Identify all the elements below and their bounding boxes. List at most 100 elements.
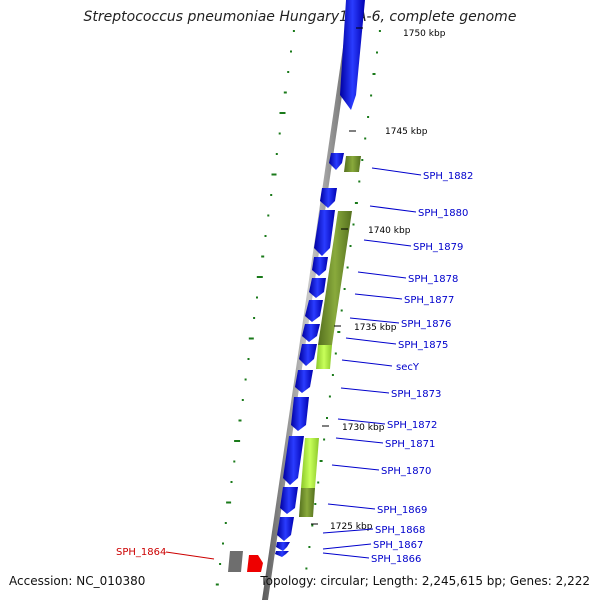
cds-arrow bbox=[305, 300, 323, 322]
accession-text: Accession: NC_010380 bbox=[9, 574, 146, 588]
cds-arrow bbox=[329, 153, 344, 170]
gene-label-sph-1880[interactable]: SPH_1880 bbox=[418, 208, 468, 219]
gc-dot bbox=[253, 317, 256, 319]
gc-dot bbox=[230, 481, 233, 483]
gene-label-sph-1873[interactable]: SPH_1873 bbox=[391, 389, 441, 400]
tick-label: 1735 kbp bbox=[354, 323, 397, 333]
gene-label-sph-1875[interactable]: SPH_1875 bbox=[398, 340, 448, 351]
gc-dot bbox=[317, 481, 320, 484]
label-leader-lines bbox=[165, 167, 422, 560]
gc-dot bbox=[378, 30, 381, 32]
gene-label-sph-1876[interactable]: SPH_1876 bbox=[401, 319, 451, 330]
cds-arrow bbox=[275, 551, 289, 557]
tick-label: 1730 kbp bbox=[342, 423, 385, 433]
gc-dot bbox=[326, 417, 328, 419]
tick-label: 1745 kbp bbox=[385, 127, 428, 137]
gc-dot bbox=[244, 378, 247, 381]
cds-arrow bbox=[314, 210, 335, 256]
gc-dot bbox=[354, 202, 358, 204]
gene-label-sph-1868[interactable]: SPH_1868 bbox=[375, 525, 425, 536]
cds-arrow bbox=[312, 257, 328, 276]
cds-arrow bbox=[280, 487, 298, 514]
gc-dot bbox=[331, 374, 334, 376]
gene-label-sph-1878[interactable]: SPH_1878 bbox=[408, 274, 458, 285]
gc-dot bbox=[308, 546, 311, 548]
gc-dot bbox=[241, 399, 244, 401]
gc-dot bbox=[358, 180, 361, 183]
gene-label-sph-1879[interactable]: SPH_1879 bbox=[413, 242, 463, 253]
gc-dot bbox=[267, 214, 270, 217]
gc-dot bbox=[279, 112, 286, 114]
gc-dot bbox=[222, 542, 224, 545]
gc-dot bbox=[343, 288, 346, 290]
gc-dot bbox=[376, 51, 378, 54]
cog-block bbox=[318, 211, 352, 345]
gene-labels: SPH_1882 SPH_1880 SPH_1879 SPH_1878 SPH_… bbox=[116, 171, 473, 565]
cds-arrow bbox=[340, 0, 365, 110]
gc-dot bbox=[337, 331, 341, 333]
gc-dot bbox=[287, 71, 290, 73]
gc-dot bbox=[370, 94, 373, 97]
cds-arrow bbox=[283, 436, 304, 485]
gene-label-sph-1872[interactable]: SPH_1872 bbox=[387, 420, 437, 431]
gc-dot bbox=[346, 266, 349, 269]
gene-label-sph-1867[interactable]: SPH_1867 bbox=[373, 540, 423, 551]
gc-dot bbox=[334, 352, 337, 355]
tick-label: 1750 kbp bbox=[403, 29, 446, 39]
gene-label-sph-1864[interactable]: SPH_1864 bbox=[116, 547, 166, 558]
cds-track bbox=[228, 0, 365, 572]
gc-dot bbox=[314, 503, 317, 505]
gc-dot bbox=[256, 276, 263, 278]
gc-dot bbox=[364, 137, 367, 140]
gc-dot bbox=[248, 337, 254, 340]
cog-block bbox=[316, 345, 332, 369]
gc-dot bbox=[224, 522, 227, 524]
cog-track bbox=[299, 156, 361, 517]
gc-dot bbox=[352, 223, 355, 226]
gc-dot bbox=[340, 309, 343, 312]
gc-dot bbox=[319, 460, 323, 462]
gc-dot bbox=[290, 50, 292, 53]
cds-arrow bbox=[295, 370, 313, 393]
gc-dot bbox=[271, 173, 277, 176]
gene-block bbox=[228, 551, 243, 572]
gc-dot bbox=[323, 438, 326, 441]
gc-dot bbox=[247, 358, 250, 360]
gc-dot bbox=[270, 194, 273, 196]
gc-dot bbox=[264, 235, 267, 237]
tick-label: 1725 kbp bbox=[330, 522, 373, 532]
scale-labels: 1750 kbp 1745 kbp 1740 kbp 1735 kbp 1730… bbox=[330, 29, 446, 532]
gc-dot bbox=[372, 73, 376, 75]
cds-arrow bbox=[291, 397, 309, 431]
cds-arrow bbox=[309, 278, 326, 298]
gc-dot bbox=[278, 132, 281, 135]
gene-label-sph-1870[interactable]: SPH_1870 bbox=[381, 466, 431, 477]
gene-label-sph-1866[interactable]: SPH_1866 bbox=[371, 554, 421, 565]
gc-dot bbox=[238, 419, 242, 422]
gene-label-sph-1871[interactable]: SPH_1871 bbox=[385, 439, 435, 450]
gc-dot bbox=[261, 255, 265, 258]
gc-dot bbox=[283, 91, 287, 94]
gc-dot bbox=[256, 296, 258, 299]
gene-label-secy[interactable]: secY bbox=[396, 362, 420, 373]
cds-arrow bbox=[277, 517, 294, 541]
gc-dot bbox=[226, 501, 232, 504]
gc-dot bbox=[328, 395, 331, 398]
gene-label-sph-1869[interactable]: SPH_1869 bbox=[377, 505, 427, 516]
tick-label: 1740 kbp bbox=[368, 226, 411, 236]
scale-ticks bbox=[311, 27, 363, 525]
gc-content-track bbox=[215, 30, 381, 586]
gene-label-sph-1882[interactable]: SPH_1882 bbox=[423, 171, 473, 182]
gc-dot bbox=[361, 159, 364, 161]
gc-dot bbox=[233, 460, 236, 463]
gc-dot bbox=[305, 567, 308, 570]
map-title: Streptococcus pneumoniae Hungary19A-6, c… bbox=[83, 9, 517, 25]
cds-arrow bbox=[276, 542, 290, 551]
cds-arrow bbox=[320, 188, 337, 208]
cog-block bbox=[301, 438, 319, 488]
gc-dot bbox=[311, 524, 314, 527]
gc-dot bbox=[292, 30, 295, 32]
genome-stats-text: Topology: circular; Length: 2,245,615 bp… bbox=[260, 574, 590, 588]
gene-label-sph-1877[interactable]: SPH_1877 bbox=[404, 295, 454, 306]
